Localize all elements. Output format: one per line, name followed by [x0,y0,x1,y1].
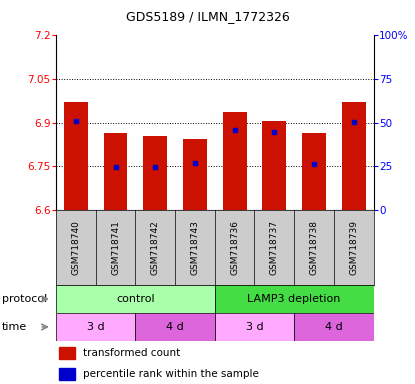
Text: LAMP3 depletion: LAMP3 depletion [247,294,341,304]
Bar [56,285,215,313]
Text: GSM718737: GSM718737 [270,220,279,275]
Text: GSM718742: GSM718742 [151,220,160,275]
Text: GSM718741: GSM718741 [111,220,120,275]
Text: 4 d: 4 d [325,322,343,332]
Bar [215,313,294,341]
Text: GSM718740: GSM718740 [71,220,81,275]
Text: percentile rank within the sample: percentile rank within the sample [83,369,259,379]
Bar [294,313,374,341]
Text: GSM718736: GSM718736 [230,220,239,275]
Bar [262,121,286,210]
Text: GSM718738: GSM718738 [310,220,318,275]
Bar [342,102,366,210]
Bar [223,113,247,210]
Bar [56,313,135,341]
Text: GSM718743: GSM718743 [190,220,200,275]
Text: 4 d: 4 d [166,322,184,332]
Bar [215,285,374,313]
Bar [143,136,167,210]
Text: time: time [2,322,27,332]
Bar [59,367,75,380]
Bar [104,133,127,210]
Text: 3 d: 3 d [246,322,263,332]
Bar [59,348,75,359]
Bar [64,102,88,210]
Text: GDS5189 / ILMN_1772326: GDS5189 / ILMN_1772326 [126,10,289,23]
Text: 3 d: 3 d [87,322,105,332]
Text: GSM718739: GSM718739 [349,220,358,275]
Bar [135,313,215,341]
Bar [302,133,326,210]
Text: control: control [116,294,155,304]
Text: transformed count: transformed count [83,348,180,359]
Bar [183,139,207,210]
Text: protocol: protocol [2,294,47,304]
